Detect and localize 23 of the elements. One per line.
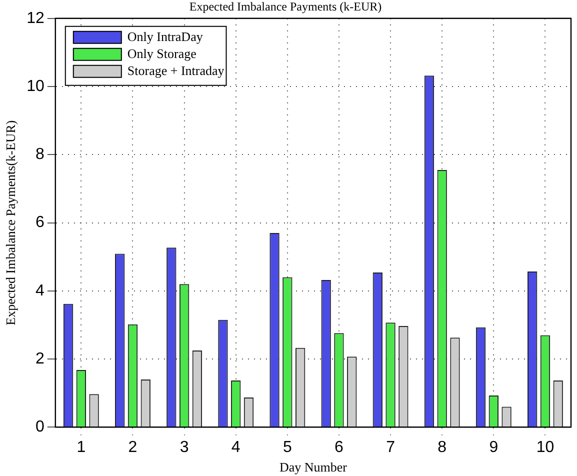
y-tick-label: 10 <box>26 78 44 95</box>
x-tick-label: 3 <box>180 439 189 456</box>
x-tick-label: 10 <box>536 439 554 456</box>
x-tick-label: 2 <box>128 439 138 456</box>
legend-label: Only Storage <box>127 46 197 61</box>
y-tick-label: 12 <box>26 10 44 27</box>
y-tick-label: 6 <box>35 214 44 232</box>
y-tick-label: 8 <box>35 146 44 164</box>
x-tick-label: 4 <box>231 439 240 456</box>
x-tick-label: 6 <box>334 439 344 456</box>
y-axis-title: Expected Imbalance Payments(k-EUR) <box>3 120 18 326</box>
y-tick-label: 2 <box>35 350 44 368</box>
x-tick-label: 5 <box>282 439 292 456</box>
x-tick-label: 1 <box>76 439 86 456</box>
legend-label: Only IntraDay <box>127 28 204 44</box>
x-axis-title: Day Number <box>279 460 348 475</box>
chart-title: Expected Imbalance Payments (k-EUR) <box>189 0 382 14</box>
y-tick-label: 4 <box>35 282 44 300</box>
y-tick-label: 0 <box>35 418 44 436</box>
legend-label: Storage + Intraday <box>127 62 225 78</box>
x-tick-label: 8 <box>438 439 447 456</box>
x-tick-label: 9 <box>489 439 498 456</box>
x-tick-label: 7 <box>386 439 396 456</box>
